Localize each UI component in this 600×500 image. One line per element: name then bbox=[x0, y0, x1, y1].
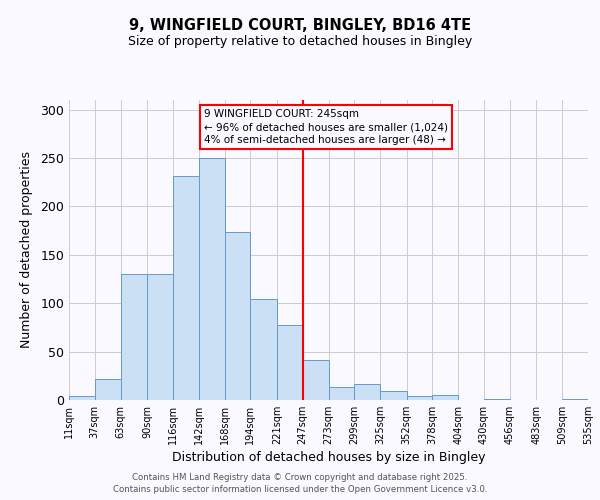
X-axis label: Distribution of detached houses by size in Bingley: Distribution of detached houses by size … bbox=[172, 451, 485, 464]
Bar bbox=[329, 388, 354, 400]
Bar bbox=[303, 360, 329, 400]
Bar bbox=[224, 232, 250, 400]
Bar bbox=[250, 300, 277, 400]
Text: Contains public sector information licensed under the Open Government Licence v3: Contains public sector information licen… bbox=[113, 485, 487, 494]
Bar bbox=[380, 392, 407, 400]
Bar bbox=[147, 274, 173, 400]
Text: 9 WINGFIELD COURT: 245sqm
← 96% of detached houses are smaller (1,024)
4% of sem: 9 WINGFIELD COURT: 245sqm ← 96% of detac… bbox=[204, 109, 448, 146]
Bar bbox=[95, 378, 121, 400]
Bar bbox=[121, 274, 147, 400]
Bar bbox=[173, 176, 199, 400]
Bar bbox=[354, 384, 380, 400]
Text: Size of property relative to detached houses in Bingley: Size of property relative to detached ho… bbox=[128, 35, 472, 48]
Text: Contains HM Land Registry data © Crown copyright and database right 2025.: Contains HM Land Registry data © Crown c… bbox=[132, 472, 468, 482]
Bar bbox=[562, 399, 588, 400]
Bar bbox=[484, 399, 510, 400]
Y-axis label: Number of detached properties: Number of detached properties bbox=[20, 152, 34, 348]
Bar bbox=[433, 395, 458, 400]
Bar bbox=[407, 396, 433, 400]
Bar bbox=[277, 324, 303, 400]
Text: 9, WINGFIELD COURT, BINGLEY, BD16 4TE: 9, WINGFIELD COURT, BINGLEY, BD16 4TE bbox=[129, 18, 471, 32]
Bar bbox=[69, 396, 95, 400]
Bar bbox=[199, 158, 224, 400]
